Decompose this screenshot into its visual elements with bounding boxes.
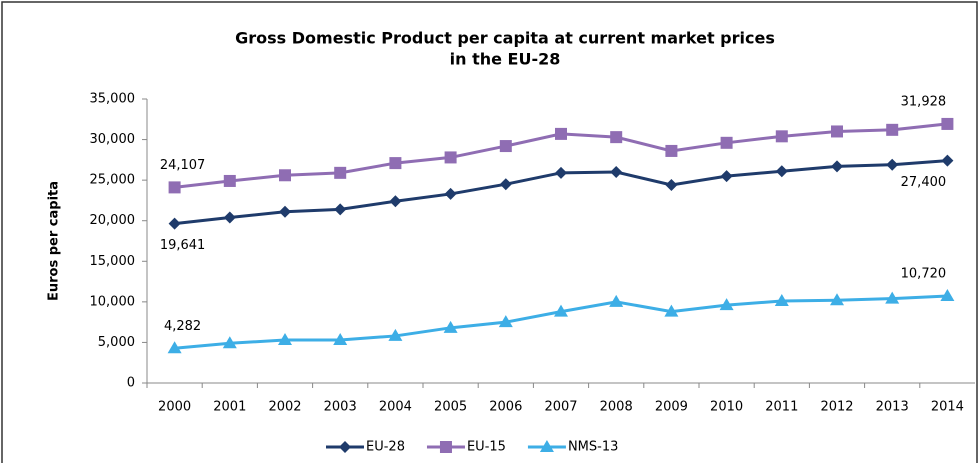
legend-label: EU-15: [467, 440, 506, 455]
legend-marker: [339, 441, 351, 453]
x-tick-label: 2005: [434, 400, 467, 415]
x-tick-label: 2004: [379, 400, 412, 415]
x-tick-label: 2000: [158, 400, 191, 415]
legend-marker: [439, 441, 452, 453]
y-axis-label: Euros per capita: [47, 181, 62, 301]
marker: [223, 174, 236, 187]
marker: [499, 140, 512, 153]
data-label: 31,928: [901, 94, 947, 109]
marker: [334, 166, 347, 179]
marker: [444, 187, 457, 200]
marker: [719, 298, 734, 311]
marker: [720, 136, 733, 149]
marker: [610, 131, 623, 144]
marker: [941, 117, 954, 130]
marker: [168, 217, 181, 230]
marker: [886, 123, 899, 136]
marker: [664, 304, 679, 317]
marker: [665, 144, 678, 157]
marker: [279, 169, 291, 182]
marker: [609, 294, 624, 307]
marker: [389, 157, 402, 170]
marker: [554, 304, 568, 317]
data-label: 10,720: [901, 267, 947, 282]
legend-label: EU-28: [366, 440, 405, 455]
marker: [775, 165, 788, 178]
x-tick-label: 2002: [268, 400, 301, 415]
y-tick-label: 15,000: [90, 254, 136, 269]
x-tick-label: 2011: [765, 400, 798, 415]
marker: [555, 127, 567, 140]
marker: [278, 332, 292, 345]
marker: [167, 341, 182, 354]
marker: [774, 294, 789, 307]
x-tick-label: 2013: [876, 400, 909, 415]
marker: [941, 154, 954, 167]
legend-marker: [539, 440, 554, 452]
marker: [665, 179, 678, 192]
marker: [831, 125, 843, 138]
data-label: 19,641: [160, 238, 206, 253]
x-tick-label: 2003: [324, 400, 357, 415]
y-tick-label: 25,000: [90, 173, 136, 188]
marker: [168, 181, 181, 194]
data-label: 4,282: [164, 319, 201, 334]
marker: [279, 205, 291, 218]
marker: [499, 178, 512, 191]
y-tick-label: 20,000: [90, 213, 136, 228]
x-tick-label: 2007: [544, 400, 577, 415]
marker: [830, 293, 844, 306]
legend-label: NMS-13: [568, 440, 618, 455]
marker: [555, 166, 567, 179]
marker: [388, 328, 403, 341]
chart-title: Gross Domestic Product per capita at cur…: [235, 29, 775, 48]
x-tick-label: 2006: [489, 400, 522, 415]
y-tick-label: 35,000: [90, 92, 136, 107]
x-tick-label: 2010: [710, 400, 743, 415]
marker: [940, 289, 955, 302]
x-tick-label: 2001: [213, 400, 246, 415]
marker: [389, 195, 402, 208]
marker: [831, 160, 843, 173]
data-label: 24,107: [160, 158, 206, 173]
y-tick-label: 30,000: [90, 132, 136, 147]
marker: [498, 315, 513, 328]
marker: [334, 203, 347, 216]
marker: [443, 320, 458, 333]
chart-subtitle: in the EU-28: [450, 50, 561, 69]
data-label: 27,400: [901, 175, 947, 190]
x-tick-label: 2008: [600, 400, 633, 415]
y-tick-label: 10,000: [90, 294, 136, 309]
marker: [610, 166, 623, 179]
marker: [775, 130, 788, 143]
y-tick-label: 5,000: [98, 335, 135, 350]
x-tick-label: 2009: [655, 400, 688, 415]
marker: [885, 291, 900, 304]
marker: [886, 158, 899, 171]
y-tick-label: 0: [127, 376, 135, 391]
marker: [223, 211, 236, 224]
marker: [222, 336, 237, 349]
x-tick-label: 2012: [820, 400, 853, 415]
marker: [720, 170, 733, 183]
x-tick-label: 2014: [931, 400, 964, 415]
marker: [444, 151, 457, 164]
marker: [333, 332, 348, 345]
